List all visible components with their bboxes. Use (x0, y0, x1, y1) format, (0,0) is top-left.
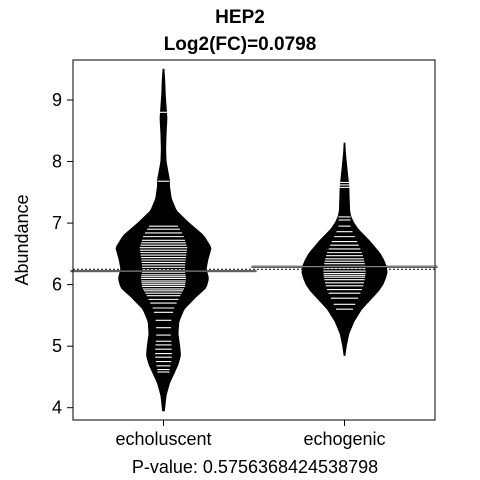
chart-title: HEP2 (215, 7, 265, 28)
x-tick-label: echoluscent (115, 429, 211, 449)
chart-subtitle: Log2(FC)=0.0798 (164, 34, 317, 55)
y-tick-label: 7 (52, 213, 62, 233)
y-tick-label: 5 (52, 336, 62, 356)
beans-layer (70, 68, 438, 412)
x-tick-label: echogenic (303, 429, 385, 449)
y-tick-label: 6 (52, 275, 62, 295)
y-tick-label: 8 (52, 152, 62, 172)
x-axis: echoluscent echogenic (115, 419, 386, 449)
y-tick-label: 9 (52, 90, 62, 110)
y-axis: 4 5 6 7 8 9 (52, 90, 74, 418)
y-axis-label: Abundance (12, 194, 32, 285)
y-tick-label: 4 (52, 398, 62, 418)
x-axis-label: P-value: 0.5756368424538798 (132, 457, 378, 477)
